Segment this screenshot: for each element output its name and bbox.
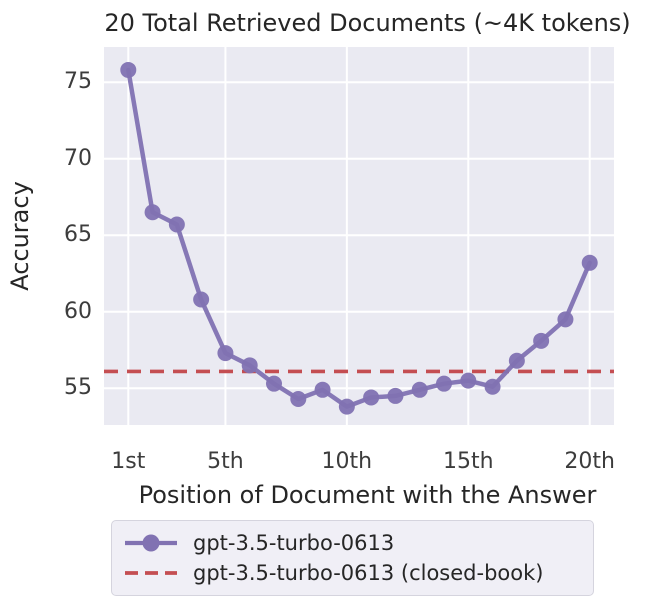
x-tick-label: 1st	[111, 449, 146, 474]
legend-dashed-line-swatch	[125, 571, 177, 575]
data-point	[241, 357, 258, 374]
data-point	[508, 352, 525, 369]
plot-svg	[104, 47, 614, 425]
data-point	[168, 216, 185, 233]
legend-line-marker-swatch	[125, 534, 177, 552]
y-tick-label: 55	[64, 375, 92, 401]
data-point	[290, 390, 307, 407]
chart-title: 20 Total Retrieved Documents (~4K tokens…	[104, 9, 631, 37]
x-tick-label: 20th	[564, 449, 615, 474]
data-point	[338, 398, 355, 415]
y-tick-label: 65	[64, 222, 92, 248]
x-tick-label: 15th	[442, 449, 494, 474]
data-point	[193, 291, 210, 308]
legend: gpt-3.5-turbo-0613 gpt-3.5-turbo-0613 (c…	[111, 520, 594, 596]
data-point	[484, 378, 501, 395]
legend-label-model: gpt-3.5-turbo-0613	[193, 531, 395, 555]
x-tick-label: 10th	[321, 449, 373, 474]
legend-label-closed-book: gpt-3.5-turbo-0613 (closed-book)	[193, 561, 544, 585]
x-axis-label: Position of Document with the Answer	[138, 481, 597, 509]
y-tick-label: 60	[64, 298, 92, 324]
data-point-markers	[120, 61, 598, 415]
plot-area	[104, 47, 614, 425]
x-tick-label: 5th	[207, 449, 244, 474]
data-point	[460, 372, 477, 389]
data-point	[217, 345, 234, 362]
y-tick-label: 75	[64, 69, 92, 95]
data-point	[411, 381, 428, 398]
data-point	[266, 375, 282, 392]
data-point	[436, 375, 452, 392]
data-point	[557, 311, 574, 328]
gridlines	[104, 47, 614, 425]
legend-item-closed-book: gpt-3.5-turbo-0613 (closed-book)	[122, 561, 585, 585]
legend-item-model: gpt-3.5-turbo-0613	[122, 531, 585, 555]
y-tick-label: 70	[64, 145, 92, 171]
data-point	[533, 332, 550, 349]
data-point	[314, 381, 331, 398]
data-point	[144, 204, 161, 221]
data-point	[120, 61, 137, 78]
data-point	[581, 254, 598, 271]
data-point	[363, 389, 380, 406]
data-point	[387, 387, 404, 404]
